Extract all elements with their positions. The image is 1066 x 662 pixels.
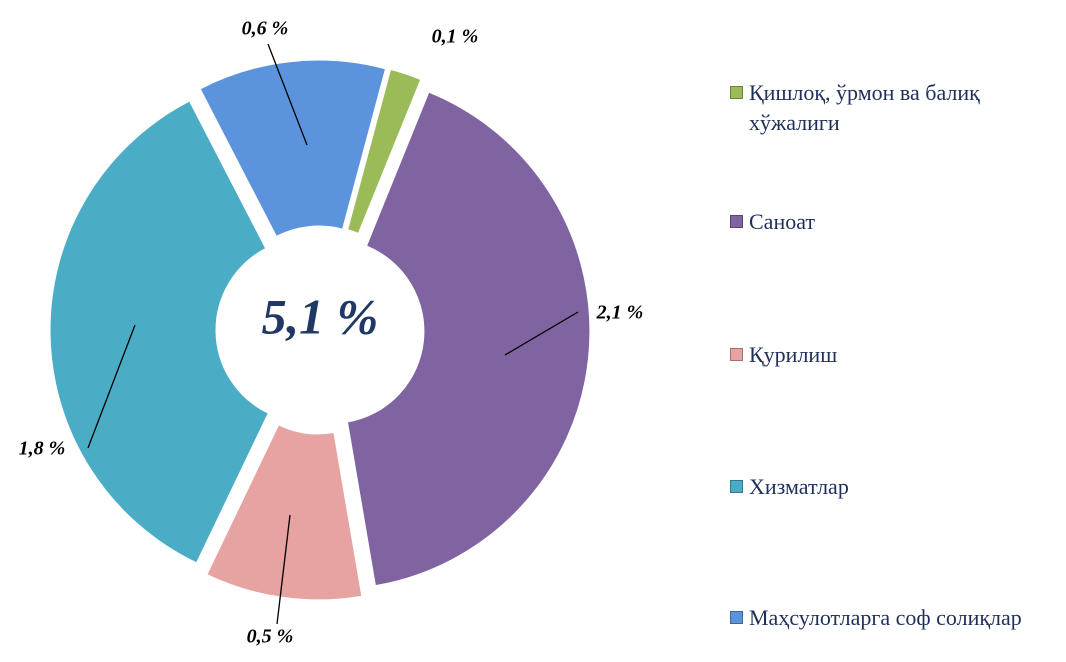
data-label: 1,8 %: [19, 438, 66, 460]
leader-line: [276, 514, 291, 625]
legend-swatch: [730, 611, 743, 624]
slice: [199, 59, 387, 238]
legend-label: Қурилиш: [749, 342, 838, 367]
data-label: 0,6 %: [242, 18, 289, 40]
center-label: 5,1 %: [262, 288, 379, 344]
legend-label: Саноат: [749, 209, 816, 234]
slice: [49, 100, 269, 564]
legend-swatch: [730, 86, 743, 99]
data-label: 0,5 %: [247, 626, 294, 648]
legend-swatch: [730, 348, 743, 361]
data-label: 0,1 %: [432, 26, 479, 48]
leader-line: [504, 311, 579, 356]
legend-label: Қишлоқ, ўрмон ва балиқ хўжалиги: [749, 80, 980, 135]
legend-swatch: [730, 480, 743, 493]
slice: [206, 424, 363, 601]
leader-line: [267, 43, 308, 146]
slice: [347, 68, 422, 235]
leader-line: [87, 324, 136, 449]
legend-label: Маҳсулотларга соф солиқлар: [749, 605, 1022, 630]
legend-label: Хизматлар: [749, 474, 849, 499]
legend-item: Қишлоқ, ўрмон ва балиқ хўжалиги: [730, 78, 1048, 138]
data-label: 2,1 %: [596, 302, 644, 324]
legend-swatch: [730, 215, 743, 228]
slice: [346, 91, 591, 587]
legend-item: Саноат: [730, 207, 1048, 237]
legend-item: Хизматлар: [730, 472, 1048, 502]
legend-item: Қурилиш: [730, 340, 1048, 370]
legend-item: Маҳсулотларга соф солиқлар: [730, 603, 1048, 633]
